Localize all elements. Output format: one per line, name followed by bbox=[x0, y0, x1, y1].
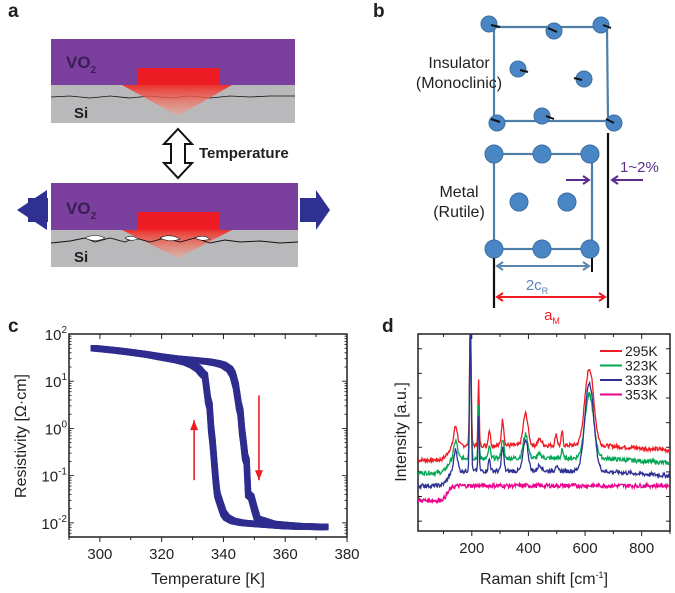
monoclinic-atoms bbox=[480, 15, 623, 132]
series-line-333K bbox=[418, 334, 670, 491]
x-tick-label-c: 360 bbox=[273, 546, 298, 563]
data-point-cooling bbox=[322, 523, 329, 531]
cr-dimension-arrow bbox=[495, 261, 591, 271]
series-line-295K bbox=[418, 334, 670, 465]
series-line-323K bbox=[418, 334, 670, 478]
arrowhead-up-icon bbox=[190, 420, 199, 431]
temperature-label: Temperature bbox=[199, 145, 289, 162]
cr-label: 2c bbox=[526, 277, 542, 294]
y-tick-label-c: 102 bbox=[45, 325, 68, 344]
insulator-label: Insulator bbox=[428, 55, 490, 72]
x-axis-label-sup-d: -1 bbox=[596, 570, 604, 580]
x-tick-label-c: 300 bbox=[87, 546, 112, 563]
panel-label-b: b bbox=[373, 1, 385, 22]
delamination-voids bbox=[84, 235, 211, 242]
y-tick-label-c: 10-1 bbox=[41, 467, 67, 486]
legend-label-353K: 353K bbox=[625, 387, 658, 403]
legend-label-295K: 295K bbox=[625, 343, 658, 359]
x-tick-label-c: 320 bbox=[149, 546, 174, 563]
rutile-atoms bbox=[484, 144, 600, 259]
film-sub-top: 2 bbox=[91, 65, 97, 76]
y-tick-label-c: 10-2 bbox=[41, 514, 67, 533]
dimer-bonds bbox=[490, 24, 615, 124]
x-axis-label-c: Temperature [K] bbox=[151, 571, 265, 588]
cr-sub: R bbox=[542, 286, 549, 296]
monoclinic-label: (Monoclinic) bbox=[416, 75, 502, 92]
legend-label-333K: 333K bbox=[625, 372, 658, 388]
substrate-label-bottom: Si bbox=[74, 249, 88, 266]
x-tick-label-d: 400 bbox=[516, 540, 541, 557]
series-line-353K bbox=[418, 481, 670, 505]
heat-arrow-icon bbox=[122, 68, 232, 116]
x-tick-label-d: 800 bbox=[629, 540, 654, 557]
y-tick-label-c: 101 bbox=[45, 372, 68, 391]
film-stack-top: VO2 Si bbox=[50, 39, 295, 123]
substrate-label-top: Si bbox=[74, 105, 88, 122]
x-tick-label-d: 200 bbox=[459, 540, 484, 557]
panel-label-d: d bbox=[382, 316, 394, 337]
am-label: a bbox=[544, 307, 553, 324]
x-axis-label-end-d: ] bbox=[604, 571, 608, 588]
am-dimension-arrow bbox=[495, 292, 607, 302]
strain-arrows-icon bbox=[566, 175, 643, 185]
y-axis-label-d: Intensity [a.u.] bbox=[393, 382, 410, 482]
svg-text:2cR: 2cR bbox=[526, 277, 549, 296]
svg-text:VO2: VO2 bbox=[66, 199, 97, 222]
panel-label-c: c bbox=[8, 316, 19, 337]
svg-text:VO2: VO2 bbox=[66, 53, 97, 76]
metal-label: Metal bbox=[439, 184, 478, 201]
am-sub: M bbox=[552, 316, 560, 326]
legend-label-323K: 323K bbox=[625, 358, 658, 374]
film-sub-bottom: 2 bbox=[91, 211, 97, 222]
rutile-cell bbox=[484, 144, 600, 259]
panel-label-a: a bbox=[8, 1, 19, 22]
double-arrow-icon bbox=[161, 127, 195, 180]
film-label-bottom: VO bbox=[66, 199, 91, 218]
y-tick-label-c: 100 bbox=[45, 419, 68, 438]
y-axis-label-c: Resistivity [Ω·cm] bbox=[13, 374, 30, 498]
rutile-label: (Rutile) bbox=[433, 204, 485, 221]
strain-percent-label: 1~2% bbox=[620, 159, 659, 176]
x-tick-label-d: 600 bbox=[573, 540, 598, 557]
strain-arrow-right-icon bbox=[300, 190, 330, 230]
x-axis-label-d: Raman shift [cm bbox=[480, 571, 596, 588]
film-stack-bottom: VO2 Si bbox=[17, 183, 330, 267]
svg-text:aM: aM bbox=[544, 307, 560, 326]
monoclinic-cell bbox=[480, 15, 623, 132]
film-label-top: VO bbox=[66, 53, 91, 72]
x-tick-label-c: 380 bbox=[334, 546, 359, 563]
plot-frame-d bbox=[417, 333, 671, 532]
x-tick-label-c: 340 bbox=[211, 546, 236, 563]
svg-text:Raman shift [cm-1]: Raman shift [cm-1] bbox=[480, 570, 608, 588]
arrowhead-down-icon bbox=[254, 470, 263, 481]
